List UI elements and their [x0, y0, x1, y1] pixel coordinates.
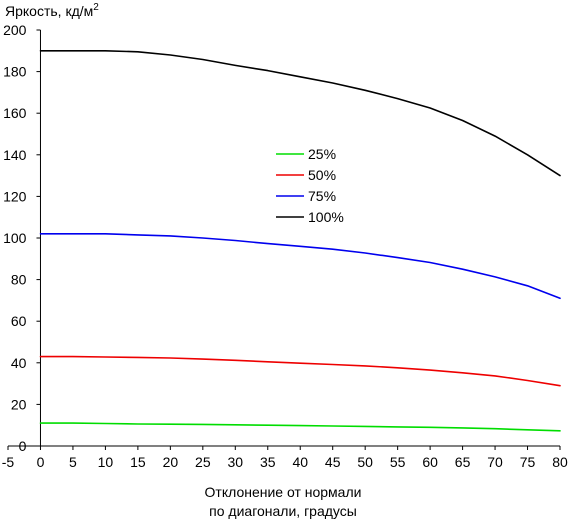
x-tick-label: 30	[228, 454, 244, 470]
x-tick-label: 25	[195, 454, 211, 470]
x-tick-label: 10	[98, 454, 114, 470]
legend: 25% 50% 75% 100%	[276, 146, 344, 225]
y-axis-title: Яркость, кд/м2	[5, 2, 99, 19]
x-tick-label: 65	[455, 454, 471, 470]
x-tick-label: 20	[163, 454, 179, 470]
y-tick-label: 60	[11, 313, 27, 329]
x-tick-label: 15	[130, 454, 146, 470]
x-tick-label: 55	[390, 454, 406, 470]
series-line-4	[39, 49, 561, 177]
x-tick-label: 70	[487, 454, 503, 470]
y-axis-title-text: Яркость, кд/м	[5, 3, 93, 19]
legend-label: 75%	[308, 188, 336, 204]
x-axis-title-line-2: по диагонали, градусы	[209, 503, 357, 519]
x-tick-label: 75	[520, 454, 536, 470]
series-line-3	[39, 233, 561, 300]
legend-label: 25%	[308, 146, 336, 162]
x-tick-label: 35	[260, 454, 276, 470]
x-tick-label: 5	[69, 454, 77, 470]
y-tick-label: 180	[3, 64, 27, 80]
y-tick-label: 0	[19, 438, 27, 454]
x-tick-label: 40	[292, 454, 308, 470]
y-tick-label: 140	[3, 147, 27, 163]
x-tick-label: 0	[37, 454, 45, 470]
x-tick-label: 80	[552, 454, 568, 470]
x-tick-label: 45	[325, 454, 341, 470]
legend-label: 100%	[308, 209, 344, 225]
y-tick-label: 160	[3, 105, 27, 121]
y-tick-label: 100	[3, 230, 27, 246]
y-tick-label: 120	[3, 188, 27, 204]
x-tick-label: 50	[357, 454, 373, 470]
x-axis-title-line-1: Отклонение от нормали	[205, 484, 362, 500]
x-tick-label: -5	[2, 454, 15, 470]
legend-label: 50%	[308, 167, 336, 183]
y-tick-label: 40	[11, 355, 27, 371]
y-tick-label: 20	[11, 396, 27, 412]
series-line-1	[39, 422, 561, 432]
series-line-2	[39, 355, 561, 387]
y-axis-title-superscript: 2	[93, 2, 99, 13]
y-tick-label: 80	[11, 272, 27, 288]
x-tick-label: 60	[422, 454, 438, 470]
y-tick-label: 200	[3, 22, 27, 38]
